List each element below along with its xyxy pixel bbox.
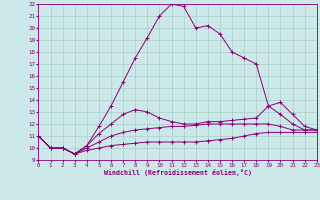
- X-axis label: Windchill (Refroidissement éolien,°C): Windchill (Refroidissement éolien,°C): [104, 169, 252, 176]
